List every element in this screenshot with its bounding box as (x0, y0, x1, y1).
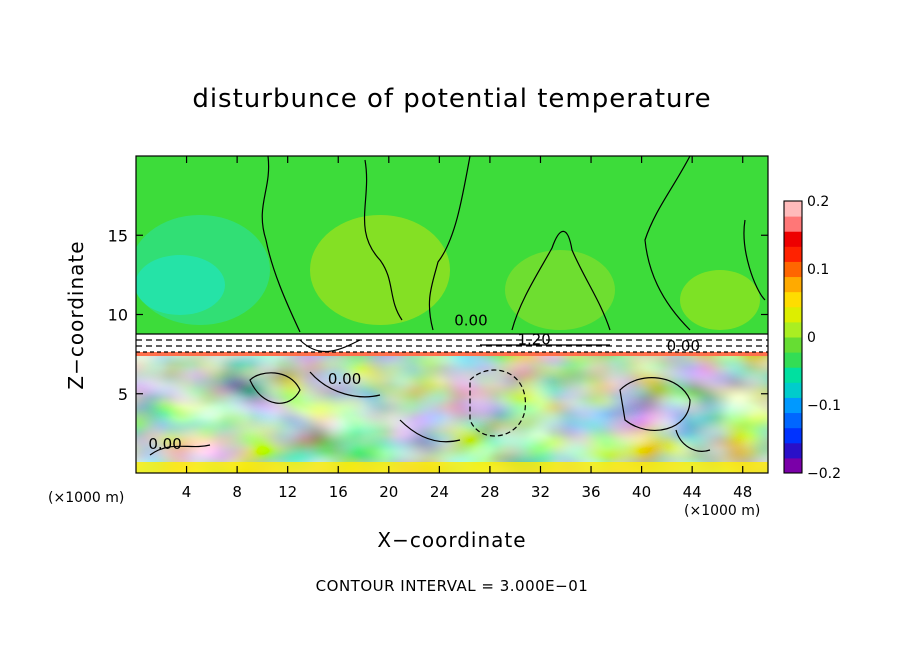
x-tick-label: 36 (581, 483, 600, 501)
colorbar-swatch (784, 382, 802, 398)
colorbar-swatch (784, 321, 802, 338)
x-tick-label: 44 (683, 483, 702, 501)
colorbar-swatch (784, 201, 802, 217)
contour-label: 0.00 (328, 370, 361, 388)
interface-warm-line (136, 352, 768, 356)
contour-label: 0.00 (667, 337, 700, 355)
y-tick-label: 10 (108, 306, 128, 325)
x-axis-unit: (×1000 m) (684, 503, 761, 519)
x-tick-label: 40 (632, 483, 651, 501)
colorbar-swatch (784, 367, 802, 383)
colorbar-swatch (784, 442, 802, 459)
colorbar-tick-label: −0.2 (807, 466, 841, 482)
colorbar-frame (783, 200, 803, 474)
warm-anomaly-edge (680, 270, 760, 330)
colorbar-swatch (784, 246, 802, 262)
colorbar-swatch (784, 427, 802, 444)
colorbar-swatch (784, 457, 802, 474)
colorbar-tick-label: 0.2 (807, 194, 829, 210)
colorbar-swatch (784, 216, 802, 232)
y-axis-label: Z−coordinate (64, 240, 88, 390)
x-tick-label: 24 (430, 483, 449, 501)
colorbar-swatch (784, 397, 802, 414)
field-layer (136, 156, 768, 473)
cool-anomaly-left-core (136, 255, 225, 315)
contour-lines (136, 156, 768, 456)
y-axis-unit: (×1000 m) (48, 490, 125, 506)
x-tick-label: 48 (733, 483, 752, 501)
y-tick-label: 15 (108, 226, 128, 245)
x-tick-label: 28 (480, 483, 499, 501)
contour-label: 0.00 (454, 312, 487, 330)
colorbar-swatch (784, 412, 802, 429)
x-tick-label: 4 (182, 483, 192, 501)
x-tick-label: 8 (232, 483, 242, 501)
x-tick-label: 20 (379, 483, 398, 501)
warm-anomaly-center (310, 215, 450, 325)
contour-interval-note: CONTOUR INTERVAL = 3.000E−01 (315, 577, 589, 595)
y-axis: 5 10 15 (108, 226, 768, 404)
warm-anomaly-right (505, 250, 615, 330)
chart-title: disturbunce of potential temperature (192, 84, 712, 114)
contour-label: 1.20 (517, 331, 550, 349)
colorbar-swatch (784, 276, 802, 293)
colorbar-swatch (784, 291, 802, 308)
colorbar-swatch (784, 231, 802, 247)
colorbar-swatch (784, 261, 802, 278)
y-tick-label: 5 (118, 385, 128, 404)
colorbar-tick-label: −0.1 (807, 398, 841, 414)
x-axis: 4 8 12 16 20 24 28 32 36 40 44 48 (182, 156, 752, 501)
colorbar-swatch (784, 352, 802, 368)
colorbar: 0.2 0.1 0 −0.1 −0.2 (783, 194, 841, 482)
colorbar-swatch (784, 337, 802, 353)
contour-label: 0.00 (148, 435, 181, 453)
x-tick-label: 16 (329, 483, 348, 501)
colorbar-tick-label: 0.1 (807, 262, 829, 278)
x-tick-label: 32 (531, 483, 550, 501)
x-axis-label: X−coordinate (377, 528, 527, 552)
x-tick-label: 12 (278, 483, 297, 501)
colorbar-swatch (784, 306, 802, 323)
bottom-warm-strip (136, 462, 768, 473)
colorbar-tick-label: 0 (807, 330, 816, 346)
contour-label-layer: 0.00 0.00 0.00 1.20 0.00 (148, 312, 700, 454)
lower-field-turbulence (136, 354, 768, 473)
